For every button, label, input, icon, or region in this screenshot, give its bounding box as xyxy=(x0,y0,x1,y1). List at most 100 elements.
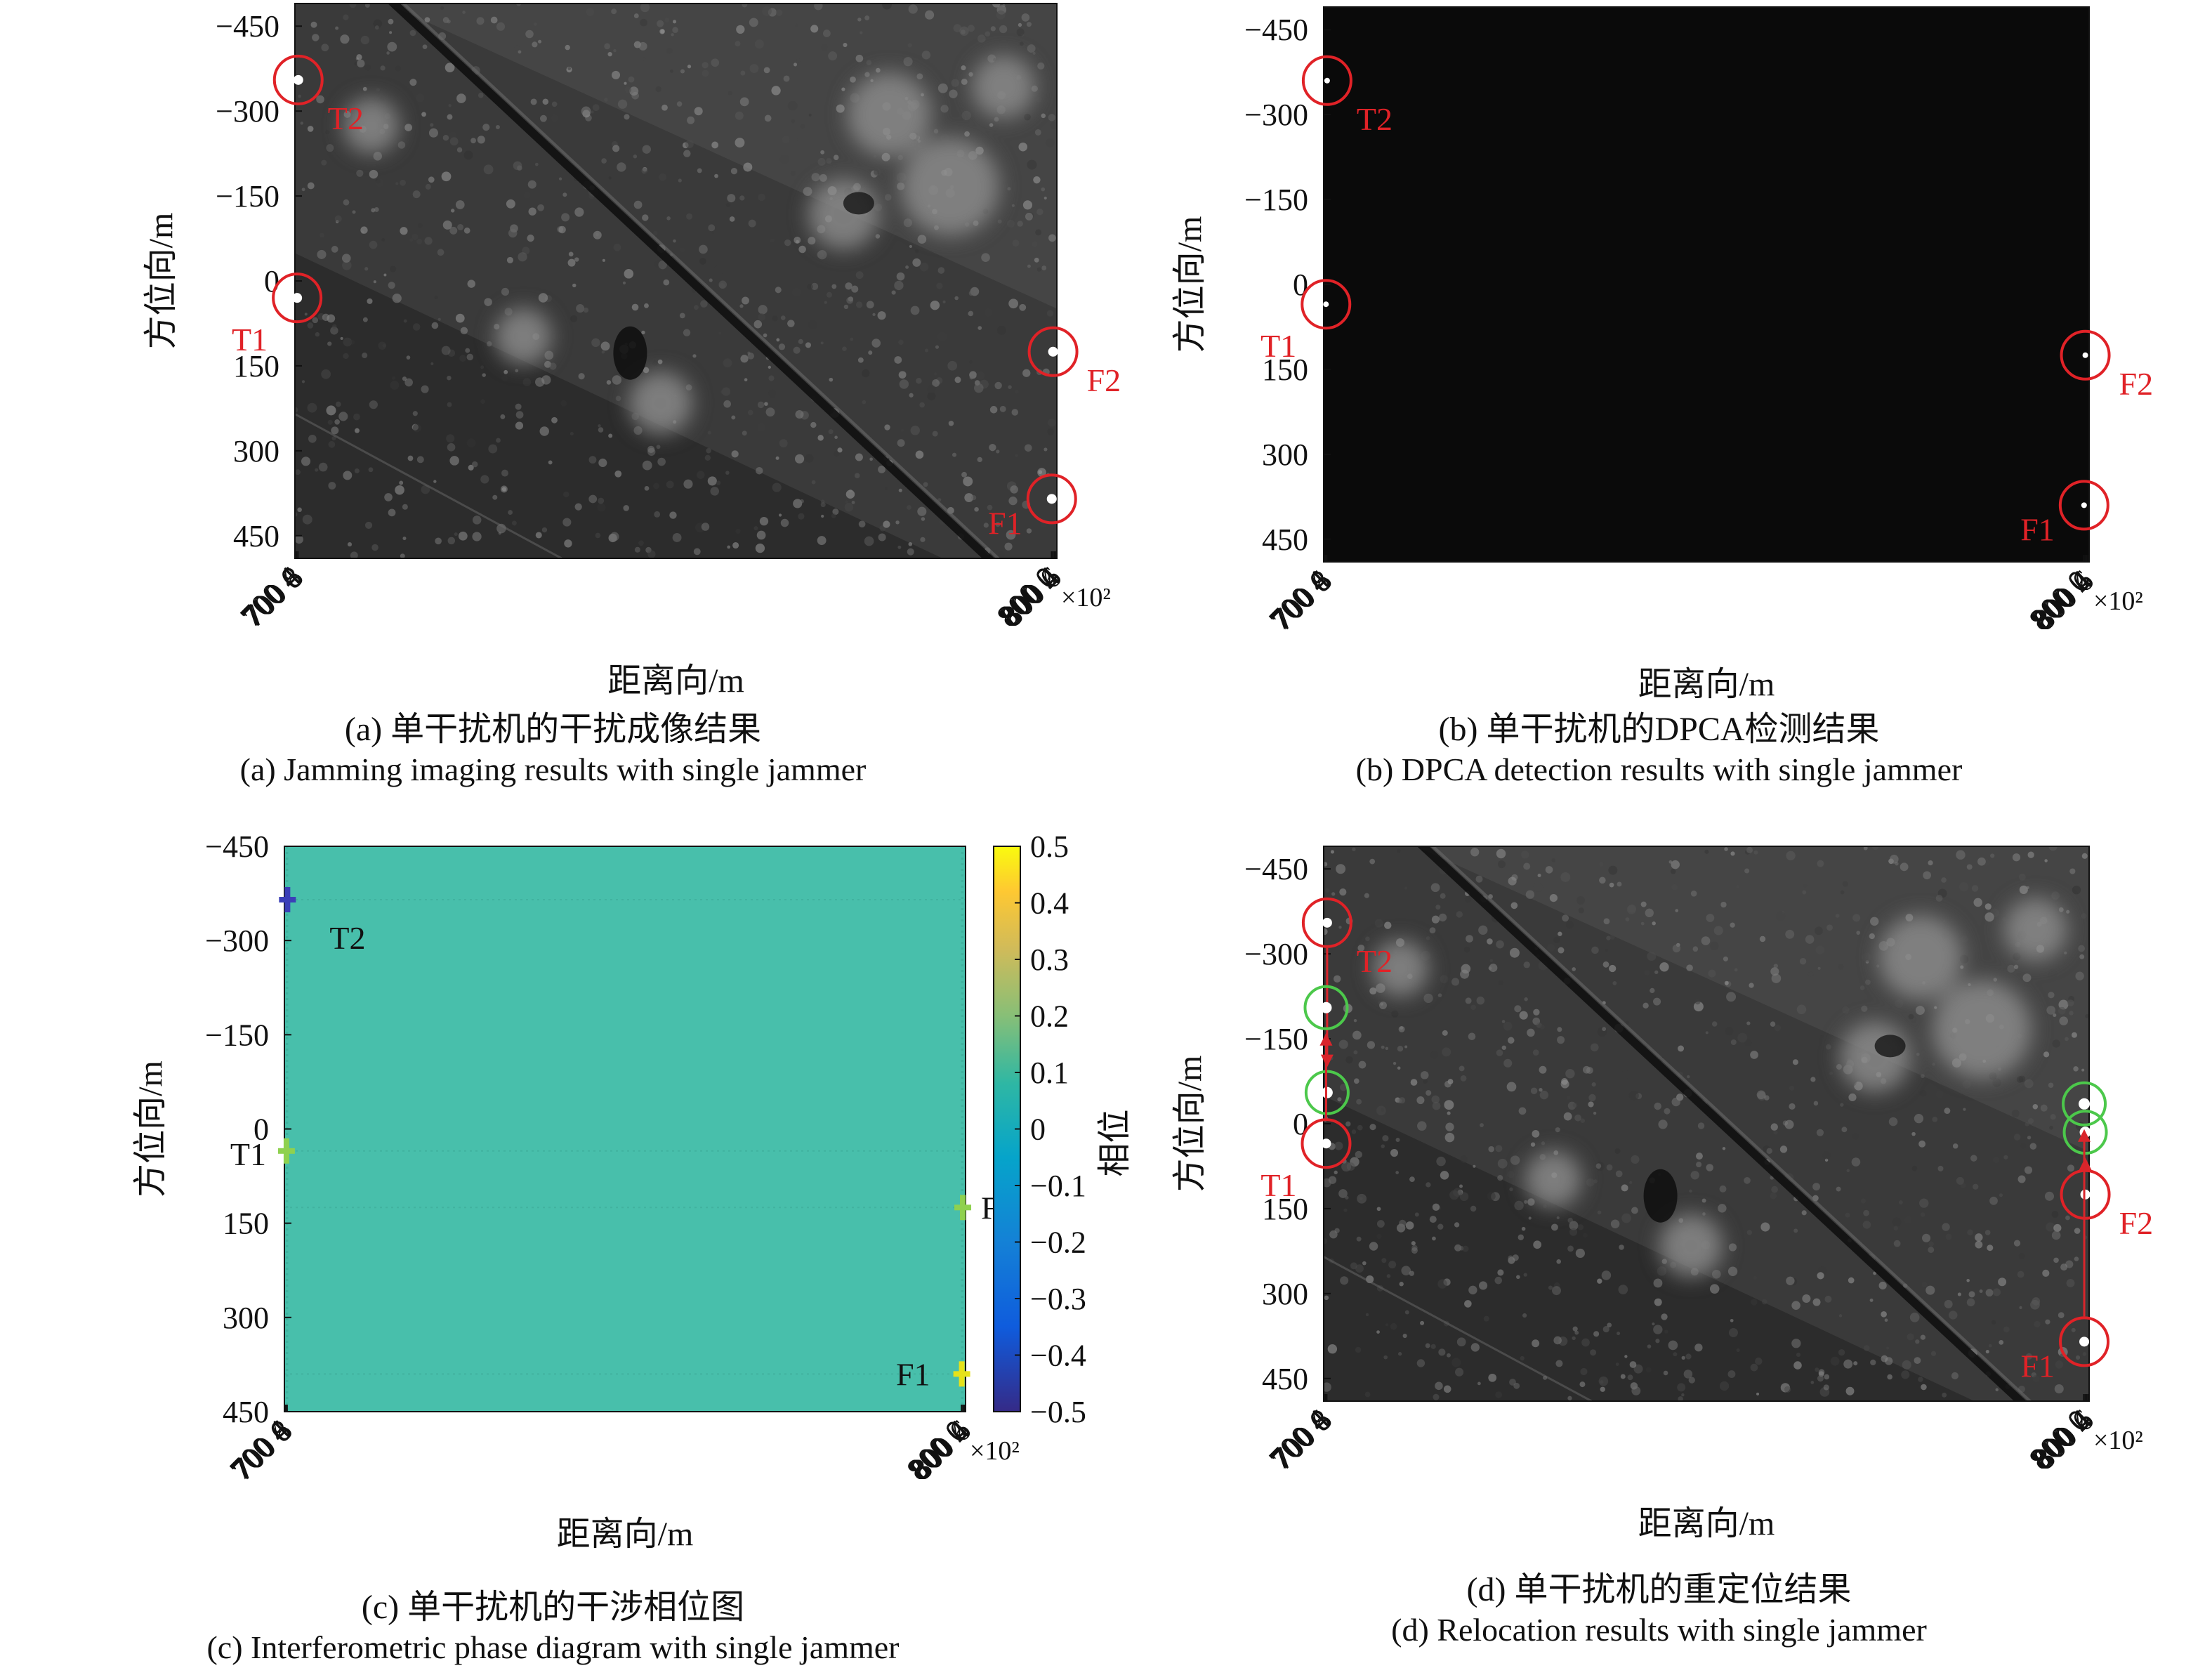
sar-road xyxy=(1416,846,2027,1401)
y-tick-label: 0 xyxy=(1293,268,1308,302)
target-point-f2 xyxy=(2082,352,2088,358)
colorbar-tick-label: −0.1 xyxy=(1030,1169,1086,1203)
sar-clutter xyxy=(1372,898,2067,1278)
x-axis-title: 距离向/m xyxy=(557,1516,694,1553)
target-point-t2 xyxy=(1324,77,1330,84)
panel-c: −450 −300 −150 0 150 300 450 700 4 700 6 700 8 800… xyxy=(0,829,1133,1668)
target-label-t1: T1 xyxy=(232,322,268,357)
sar-pond xyxy=(613,326,647,380)
target-circle-t2 xyxy=(272,54,324,105)
sar-image xyxy=(295,4,1057,558)
y-tick-label: −300 xyxy=(205,924,269,958)
target-point-t1 xyxy=(1321,1138,1331,1149)
relocation-arrowhead-f2 xyxy=(2079,1157,2092,1171)
caption-d-zh: (d) 单干扰机的重定位结果 xyxy=(1466,1571,1852,1608)
y-tick-label: 300 xyxy=(233,434,279,468)
sar-road-edge xyxy=(401,4,1001,558)
target-circle-t1 xyxy=(272,272,323,324)
target-label-t1: T1 xyxy=(230,1136,266,1172)
caption-a-en: (a) Jamming imaging results with single … xyxy=(239,751,867,787)
sar-dark-spot xyxy=(843,192,874,215)
y-tick-label: 150 xyxy=(1262,353,1308,387)
target-marker-f2-h xyxy=(954,1204,972,1211)
target-circle-f2 xyxy=(2060,329,2111,381)
target-circle-f2 xyxy=(1027,326,1079,377)
target-label-t2: T2 xyxy=(1357,101,1393,137)
y-tick-label: 150 xyxy=(223,1207,269,1241)
y-tick-label: 0 xyxy=(264,264,279,298)
target-circle-t1 xyxy=(1301,279,1352,330)
relocated-circle-f2 xyxy=(2062,1110,2108,1155)
colorbar-tick-label: −0.2 xyxy=(1030,1226,1086,1260)
target-point-f1 xyxy=(1046,494,1057,504)
caption-d: (d) 单干扰机的重定位结果 (d) Relocation results wi… xyxy=(1106,1570,2212,1650)
colorbar-tick-label: 0 xyxy=(1030,1112,1046,1147)
target-marker-t2-h xyxy=(279,897,296,903)
y-tick-label: −450 xyxy=(216,9,279,44)
target-point-t1 xyxy=(1323,301,1329,308)
y-tick-label: 450 xyxy=(233,519,279,553)
target-point-f2 xyxy=(2080,1189,2091,1200)
sar-dark-region xyxy=(1324,1096,1975,1401)
x-multiplier: ×10² xyxy=(2093,586,2143,616)
y-tick-label: −150 xyxy=(1244,183,1308,217)
x-axis-title: 距离向/m xyxy=(1638,666,1775,703)
target-point-t1 xyxy=(292,293,303,303)
sar-road xyxy=(388,4,995,558)
target-circle-f2 xyxy=(2060,1169,2111,1220)
y-tick-label: −300 xyxy=(1244,98,1308,132)
caption-b: (b) 单干扰机的DPCA检测结果 (b) DPCA detection res… xyxy=(1106,709,2212,789)
sar-track xyxy=(1324,1256,1593,1401)
panel-b: −450 −300 −150 0 150 300 450 700 4 700 6 700 8 800… xyxy=(1106,0,2212,829)
y-tick-label: −300 xyxy=(1244,937,1308,971)
panel-a: −450 −300 −150 0 150 300 450 700 4 700 6 700 8 800… xyxy=(0,0,1121,829)
y-axis-title: 方位向/m xyxy=(1171,216,1209,353)
target-label-f1: F1 xyxy=(988,505,1022,541)
caption-d-en: (d) Relocation results with single jamme… xyxy=(1391,1612,1927,1648)
sar-dark-spot xyxy=(1874,1035,1906,1058)
caption-a-zh: (a) 单干扰机的干扰成像结果 xyxy=(344,711,762,748)
phase-background xyxy=(284,846,966,1412)
colorbar-tick-label: 0.5 xyxy=(1030,829,1069,864)
y-tick-label: −150 xyxy=(1244,1022,1308,1056)
target-marker-f1-h xyxy=(953,1371,970,1377)
sar-dark-region xyxy=(295,253,943,558)
sar-road-edge xyxy=(1430,846,2032,1401)
caption-c: (c) 单干扰机的干涉相位图 (c) Interferometric phase… xyxy=(0,1587,1106,1667)
x-axis-title: 距离向/m xyxy=(607,662,744,700)
y-tick-label: 300 xyxy=(1262,1277,1308,1311)
target-circle-t2 xyxy=(1301,897,1352,948)
x-multiplier: ×10² xyxy=(2093,1426,2143,1455)
relocated-point-t1 xyxy=(1320,1002,1332,1013)
colorbar-tick-label: 0.2 xyxy=(1030,999,1069,1034)
relocated-circle-t1 xyxy=(1303,985,1349,1030)
colorbar-tick-label: 0.4 xyxy=(1030,886,1069,921)
y-tick-label: 150 xyxy=(233,349,279,383)
caption-c-zh: (c) 单干扰机的干涉相位图 xyxy=(361,1589,745,1626)
target-point-f1 xyxy=(2079,1337,2090,1347)
relocated-circle-f1 xyxy=(2062,1081,2107,1127)
y-tick-label: 0 xyxy=(254,1112,269,1147)
y-tick-label: 450 xyxy=(223,1395,269,1429)
y-axis-title: 方位向/m xyxy=(143,213,180,350)
colorbar-tick-label: −0.5 xyxy=(1030,1395,1086,1429)
caption-b-zh: (b) 单干扰机的DPCA检测结果 xyxy=(1438,711,1880,748)
y-tick-label: 450 xyxy=(1262,1362,1308,1396)
dpca-background xyxy=(1324,7,2089,562)
y-tick-label: −450 xyxy=(1244,13,1308,47)
target-circle-t1 xyxy=(1301,1118,1352,1169)
y-tick-label: −300 xyxy=(216,94,279,129)
y-tick-label: −450 xyxy=(1244,852,1308,886)
caption-b-en: (b) DPCA detection results with single j… xyxy=(1355,751,1963,787)
y-tick-label: 300 xyxy=(1262,438,1308,472)
y-tick-label: 300 xyxy=(223,1301,269,1335)
caption-c-en: (c) Interferometric phase diagram with s… xyxy=(206,1629,900,1665)
y-tick-label: 150 xyxy=(1262,1192,1308,1226)
relocated-point-f1 xyxy=(2079,1098,2091,1110)
sar-pond xyxy=(1643,1169,1678,1223)
target-point-t2 xyxy=(1322,917,1332,928)
target-label-f2: F2 xyxy=(1087,362,1121,398)
